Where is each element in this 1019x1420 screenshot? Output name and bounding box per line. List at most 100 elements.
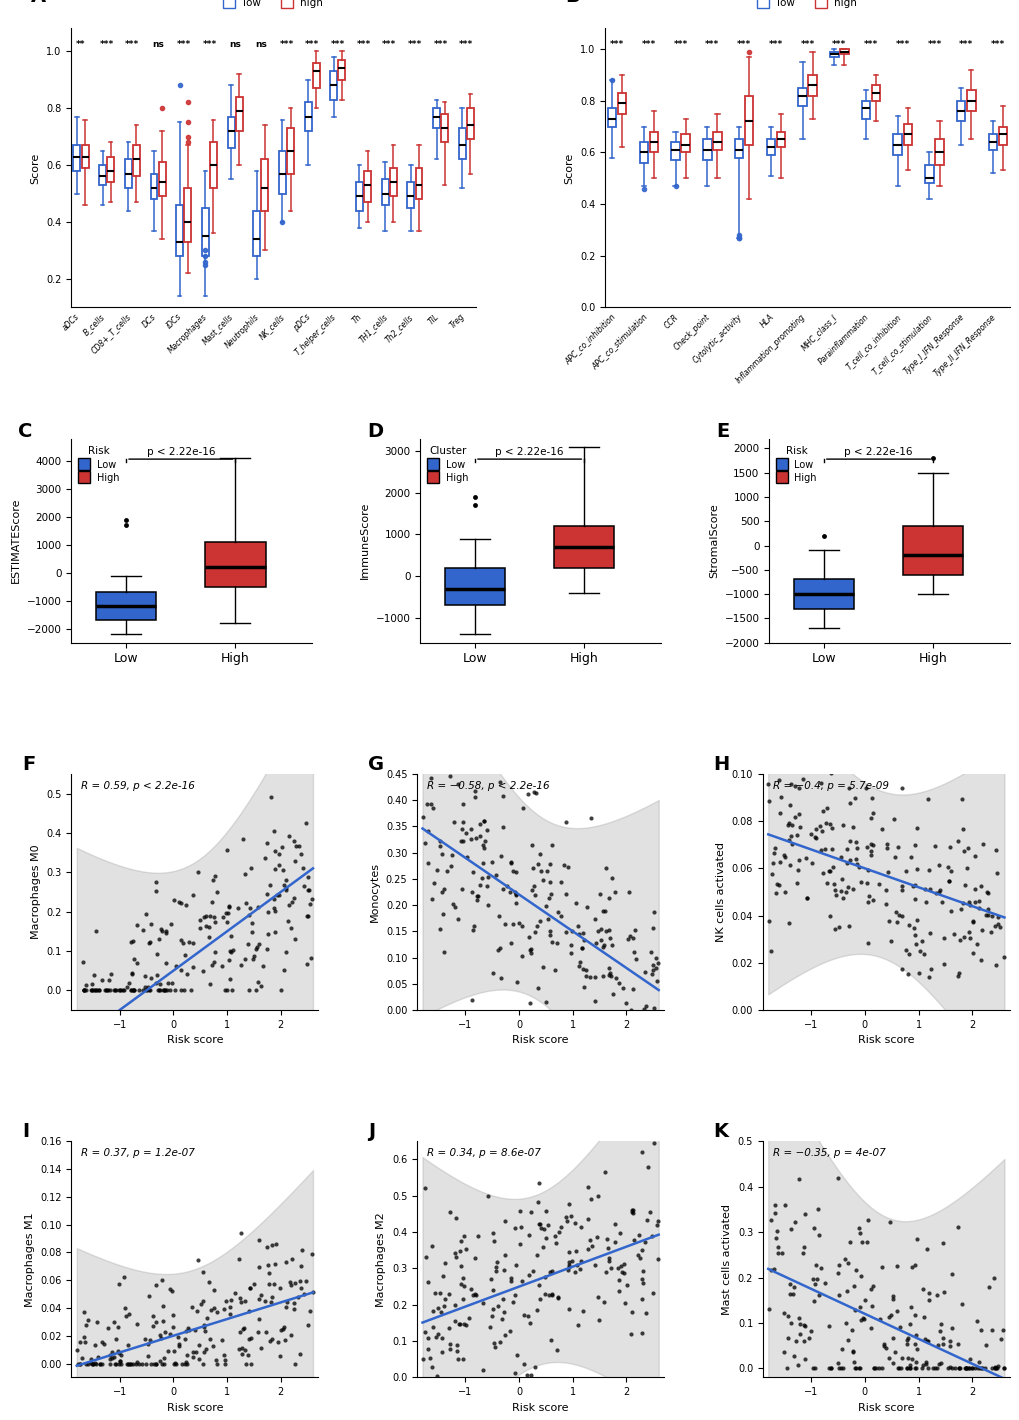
Point [556, 883, 573, 906]
Point [582, 807, 598, 829]
Point [79, 1352, 96, 1375]
Point [522, 937, 538, 960]
Point [148, 1352, 164, 1375]
Point [884, 1352, 901, 1375]
Point [990, 916, 1007, 939]
Point [784, 832, 800, 855]
Point [181, 930, 198, 953]
Point [600, 964, 616, 987]
Point [243, 858, 259, 880]
Point [491, 771, 507, 794]
Point [159, 978, 175, 1001]
Text: ***: *** [330, 40, 344, 48]
Point [113, 978, 129, 1001]
Point [299, 953, 315, 976]
Point [965, 878, 981, 900]
Point [523, 941, 539, 964]
Point [264, 1328, 280, 1350]
Point [543, 1284, 559, 1306]
Point [898, 939, 914, 961]
Point [447, 1207, 464, 1230]
Point [956, 1358, 972, 1380]
Point [769, 744, 786, 767]
X-axis label: Risk score: Risk score [512, 1035, 569, 1045]
Point [571, 1376, 587, 1399]
Point [277, 940, 293, 963]
Point [898, 1358, 914, 1380]
Point [148, 879, 164, 902]
Text: ***: *** [202, 40, 216, 48]
Point [823, 838, 840, 861]
Point [907, 933, 923, 956]
Point [415, 807, 431, 829]
Point [199, 1306, 215, 1329]
Point [780, 814, 796, 836]
Point [94, 968, 110, 991]
Point [559, 1258, 576, 1281]
Point [890, 1358, 906, 1380]
Point [590, 1309, 606, 1332]
Point [859, 1210, 875, 1233]
Point [880, 1210, 897, 1233]
Point [919, 1281, 935, 1304]
Point [529, 1191, 545, 1214]
Point [285, 886, 302, 909]
Point [122, 930, 139, 953]
Point [615, 1252, 632, 1275]
X-axis label: Risk score: Risk score [166, 1403, 223, 1413]
Point [197, 1319, 213, 1342]
Point [244, 920, 260, 943]
Text: A: A [31, 0, 46, 6]
Point [151, 927, 167, 950]
Point [821, 859, 838, 882]
Point [218, 1289, 234, 1312]
Point [546, 1224, 562, 1247]
Point [598, 1260, 614, 1282]
Point [454, 829, 471, 852]
Point [934, 1332, 951, 1355]
Point [610, 1268, 627, 1291]
Text: ***: *** [926, 40, 941, 48]
Point [996, 1358, 1012, 1380]
Point [649, 1248, 665, 1271]
Point [970, 890, 986, 913]
Point [242, 1277, 258, 1299]
Point [88, 1352, 104, 1375]
Point [466, 914, 482, 937]
Point [454, 811, 471, 834]
Point [201, 916, 217, 939]
Point [463, 828, 479, 851]
Legend: low, high: low, high [220, 0, 327, 13]
Point [155, 1309, 171, 1332]
Point [612, 1025, 629, 1048]
Point [508, 1345, 525, 1367]
Point [807, 826, 823, 849]
Point [142, 930, 158, 953]
Point [278, 876, 294, 899]
Point [525, 858, 541, 880]
Point [908, 909, 924, 932]
Point [83, 1352, 99, 1375]
Point [544, 930, 560, 953]
Point [257, 1289, 273, 1312]
Point [289, 1285, 306, 1308]
Point [267, 1252, 283, 1275]
Point [220, 895, 236, 917]
Point [171, 890, 187, 913]
Point [645, 997, 661, 1020]
Point [532, 842, 548, 865]
Text: ***: *** [433, 40, 447, 48]
Point [208, 880, 224, 903]
Point [972, 875, 988, 897]
Point [864, 834, 880, 856]
Point [135, 919, 151, 941]
Point [471, 873, 487, 896]
Point [862, 839, 878, 862]
Point [113, 1352, 129, 1375]
Point [435, 878, 451, 900]
Point [92, 1352, 108, 1375]
Point [146, 1352, 162, 1375]
Point [594, 936, 610, 959]
Point [513, 1216, 529, 1238]
Point [525, 875, 541, 897]
